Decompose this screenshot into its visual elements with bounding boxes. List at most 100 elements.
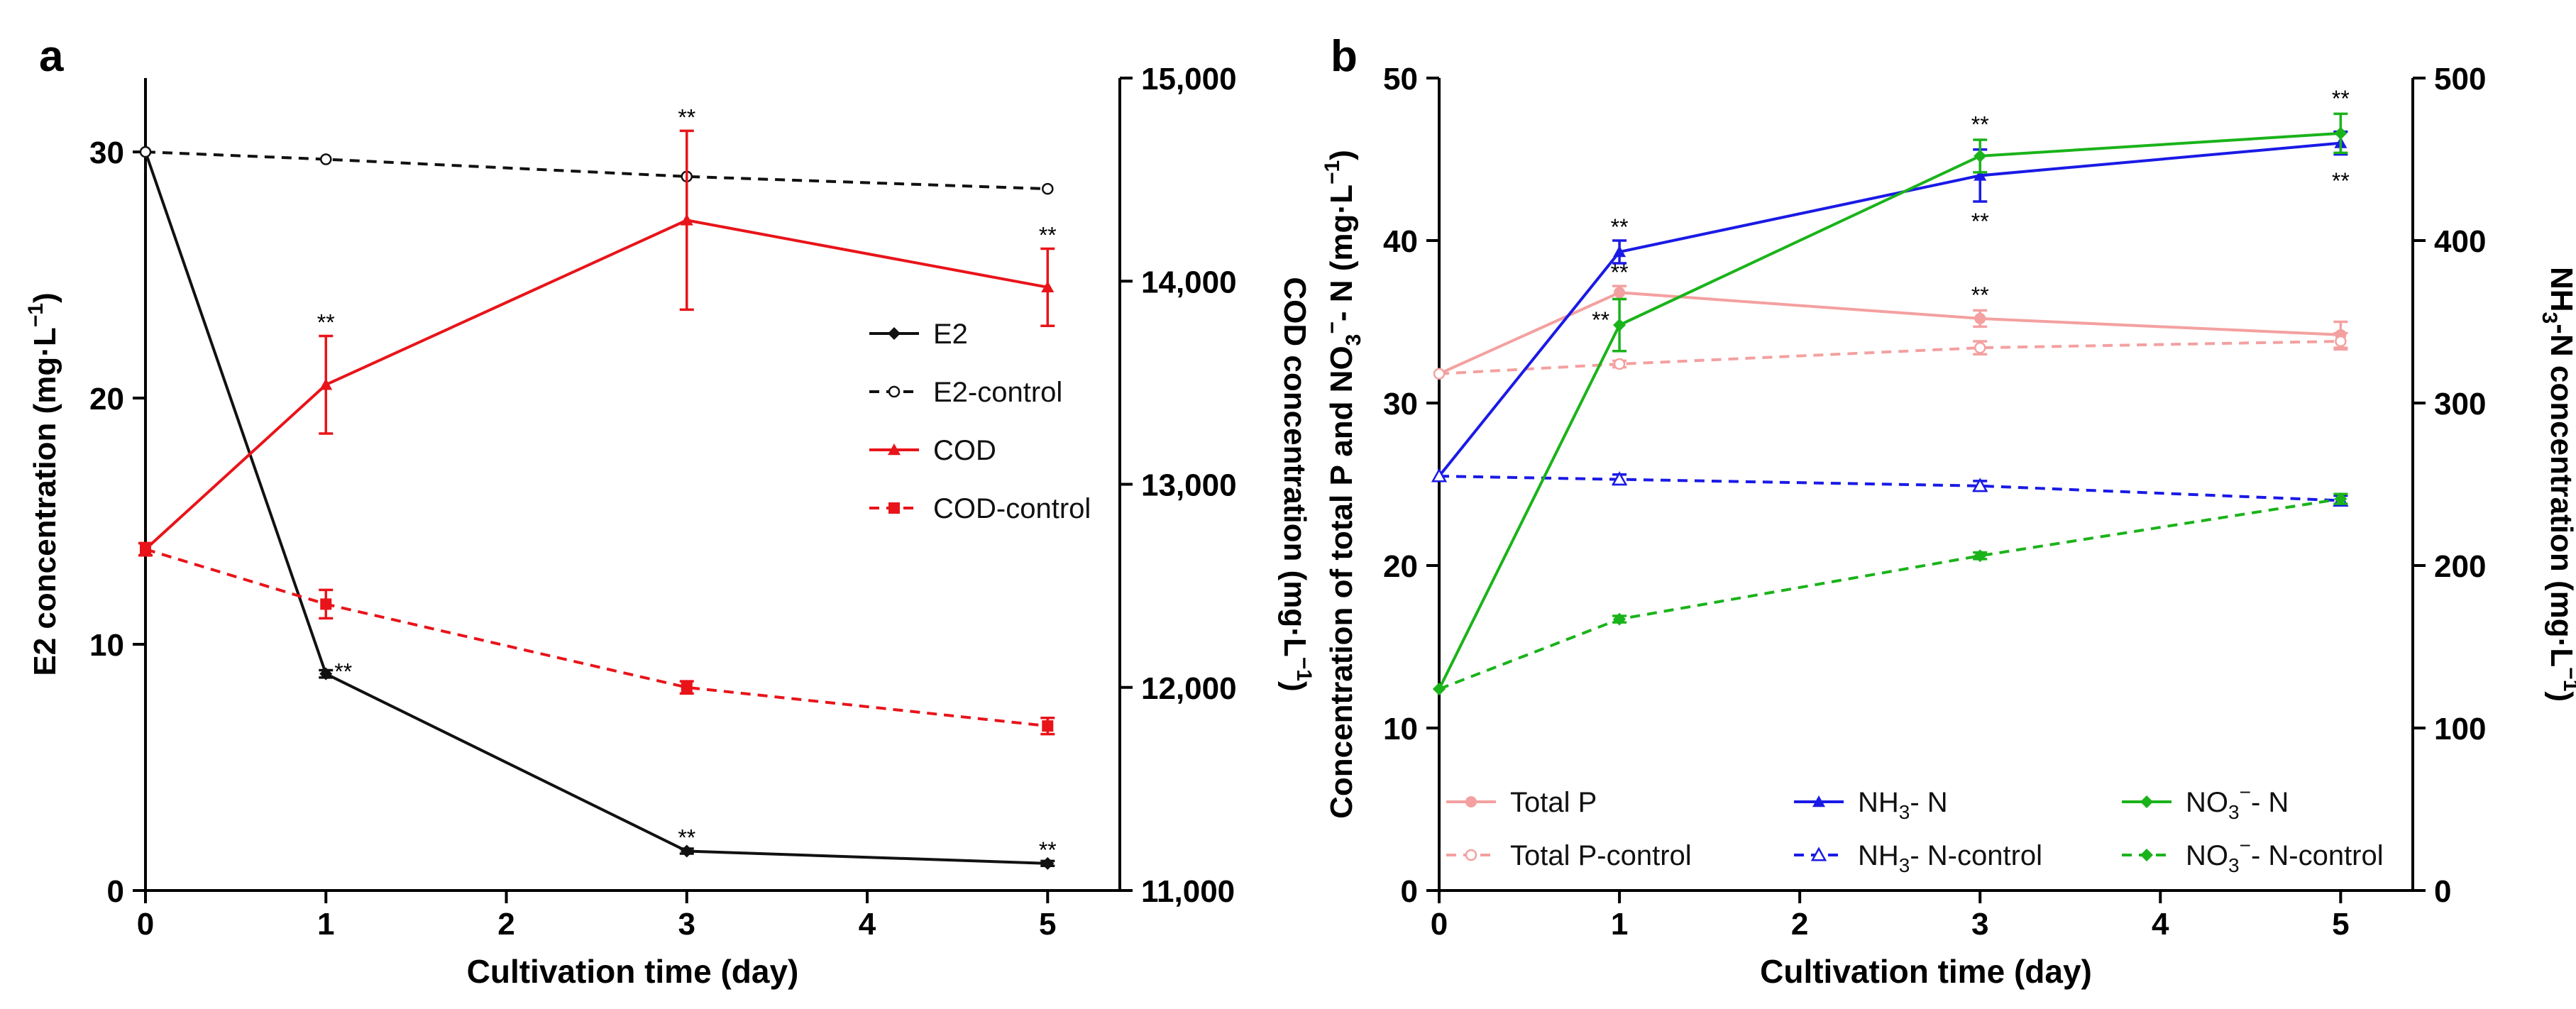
significance-label: ** <box>317 310 335 336</box>
legend-label: E2 <box>933 319 968 350</box>
left-y-axis-title: Concentration of total P and NO3−- N (mg… <box>1321 150 1365 819</box>
legend-item: NO3−- N <box>2122 781 2289 823</box>
x-axis-title: Cultivation time (day) <box>467 953 799 990</box>
data-point <box>1972 478 1988 492</box>
significance-label: ** <box>678 825 695 850</box>
legend-item: NO3−- N-control <box>2122 834 2384 876</box>
x-tick-label: 2 <box>1791 907 1808 942</box>
data-point <box>320 598 332 610</box>
right-y-tick-label: 0 <box>2434 874 2451 909</box>
data-point <box>1042 720 1054 732</box>
legend-marker <box>2140 795 2153 808</box>
x-tick-label: 3 <box>1971 907 1988 942</box>
panel-a-chart: a 0 1 2 3 4 5 Cultivation time (day) 0 10 20 30 11,0… <box>24 32 1316 990</box>
right-y-tick-label: 14,000 <box>1141 265 1237 299</box>
data-point <box>320 153 332 165</box>
series-line <box>144 219 1048 551</box>
x-tick-label: 0 <box>1431 907 1448 942</box>
data-point <box>2334 126 2347 140</box>
significance-label: ** <box>1611 260 1629 285</box>
left-y-tick-label: 20 <box>1383 549 1418 584</box>
x-tick-label: 1 <box>1611 907 1628 942</box>
data-point <box>1974 169 1987 181</box>
significance-label: ** <box>2332 86 2350 111</box>
legend-item: E2 <box>869 319 968 350</box>
right-y-tick-label: 11,000 <box>1141 874 1235 909</box>
legend-label: Total P <box>1510 787 1597 818</box>
data-point <box>1614 287 1626 299</box>
data-point <box>1613 246 1626 258</box>
legend-label: NH3- N-control <box>1858 840 2042 876</box>
significance-label: ** <box>678 104 695 130</box>
panel-b-chart: b 0 1 2 3 4 5 Cultivation time (day) 0 10 20 30 40 50… <box>1321 32 2576 990</box>
significance-label: ** <box>1039 222 1057 248</box>
data-point <box>1974 341 1986 354</box>
left-y-tick-label: 50 <box>1383 62 1418 97</box>
right-y-tick-label: 100 <box>2434 712 2486 746</box>
legend-label: COD <box>933 435 996 466</box>
right-y-axis-title: NH3-N concentration (mg·L−1) <box>2538 267 2576 702</box>
left-y-tick-label: 0 <box>107 874 124 909</box>
panel-label: b <box>1331 32 1358 81</box>
legend-marker <box>1465 849 1477 861</box>
x-tick-label: 4 <box>859 907 876 942</box>
legend-item: Total P-control <box>1446 840 1692 871</box>
data-point <box>2334 492 2347 506</box>
data-point <box>2335 335 2347 348</box>
significance-label: ** <box>1971 209 1989 234</box>
data-point <box>1041 856 1055 870</box>
significance-label: ** <box>1039 837 1057 863</box>
legend-item: COD-control <box>869 493 1091 524</box>
data-point <box>681 681 693 693</box>
series-line <box>144 151 1048 865</box>
data-point <box>319 378 333 390</box>
right-y-tick-label: 400 <box>2434 224 2486 259</box>
x-tick-label: 3 <box>678 907 695 942</box>
x-tick-label: 2 <box>497 907 514 942</box>
left-y-tick-label: 10 <box>89 628 124 663</box>
legend-marker <box>2140 849 2153 861</box>
left-y-tick-label: 20 <box>89 382 124 417</box>
right-y-tick-label: 13,000 <box>1141 468 1237 503</box>
series-line <box>1438 291 2341 375</box>
series-line <box>145 548 1048 728</box>
left-y-tick-label: 40 <box>1383 224 1418 259</box>
series-line <box>1438 475 2341 502</box>
series-line <box>1438 131 2341 690</box>
legend-item: NH3- N-control <box>1794 840 2042 876</box>
data-point <box>1431 468 1448 483</box>
left-y-tick-label: 30 <box>89 136 124 170</box>
legend-label: NH3- N <box>1858 787 1948 823</box>
right-y-tick-label: 200 <box>2434 549 2486 584</box>
right-y-tick-label: 12,000 <box>1141 671 1237 706</box>
legend-marker <box>888 385 901 398</box>
left-y-tick-label: 0 <box>1401 874 1418 909</box>
data-point <box>1974 312 1986 324</box>
data-point <box>319 667 333 680</box>
significance-label: ** <box>1611 214 1629 240</box>
data-point <box>1613 319 1626 332</box>
legend-label: E2-control <box>933 377 1062 408</box>
left-y-tick-label: 30 <box>1383 387 1418 421</box>
right-y-axis-title: COD concentration (mg·L−1) <box>1277 277 1316 691</box>
legend-marker <box>1812 795 1825 807</box>
right-y-tick-label: 500 <box>2434 62 2486 97</box>
data-point <box>680 214 693 226</box>
series-line <box>1438 497 2341 690</box>
data-point <box>140 544 151 556</box>
significance-label: ** <box>1971 112 1989 138</box>
significance-label: ** <box>1971 282 1989 308</box>
legend-marker <box>888 502 900 514</box>
legend-marker <box>888 327 901 340</box>
data-point <box>1974 549 1987 563</box>
significance-label: ** <box>1592 307 1609 333</box>
data-point <box>139 145 152 158</box>
data-point <box>1613 358 1626 370</box>
significance-label: ** <box>334 659 352 685</box>
series-line <box>1438 339 2341 375</box>
right-y-tick-label: 300 <box>2434 387 2486 421</box>
significance-label: ** <box>2332 168 2350 194</box>
data-point <box>1974 149 1987 162</box>
x-tick-label: 1 <box>317 907 334 942</box>
